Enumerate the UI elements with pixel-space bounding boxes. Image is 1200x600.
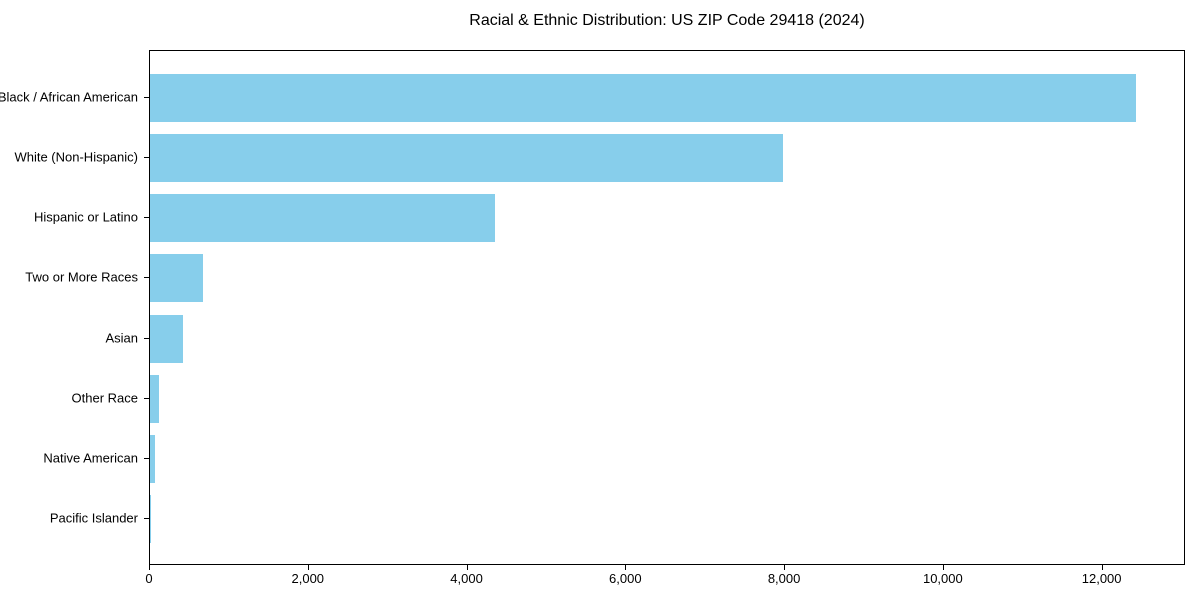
x-tick-label: 6,000 <box>609 571 642 586</box>
bar-white-non-hispanic <box>150 134 784 183</box>
y-tick-label: Asian <box>105 330 138 345</box>
y-tick-label: Native American <box>43 450 138 466</box>
bar-two-or-more-races <box>150 254 204 303</box>
bar-other-race <box>150 374 159 423</box>
y-tick-mark <box>144 217 149 219</box>
x-tick-label: 0 <box>145 571 153 586</box>
x-tick-mark <box>784 565 786 570</box>
x-tick-mark <box>466 565 468 570</box>
bar-pacific-islander <box>150 494 151 543</box>
x-tick-label: 2,000 <box>291 571 325 586</box>
y-tick-label: White (Non-Hispanic) <box>14 149 138 165</box>
chart-title: Racial & Ethnic Distribution: US ZIP Cod… <box>469 12 865 29</box>
x-tick-label: 4,000 <box>450 571 483 586</box>
x-tick-mark <box>1101 565 1103 570</box>
bar-hispanic-or-latino <box>150 194 495 243</box>
y-tick-mark <box>144 397 149 399</box>
y-tick-label: Pacific Islander <box>49 510 138 526</box>
x-tick-label: 10,000 <box>922 571 963 586</box>
y-tick-mark <box>144 97 149 99</box>
y-tick-mark <box>144 277 149 279</box>
y-axis-labels: Black / African American White (Non-Hispa… <box>0 50 141 565</box>
y-tick-mark <box>144 517 149 519</box>
bar-asian <box>150 314 183 363</box>
y-tick-label: Two or More Races <box>25 269 138 285</box>
bar-native-american <box>150 434 155 483</box>
y-tick-label: Other Race <box>71 390 138 406</box>
x-tick-mark <box>307 565 309 570</box>
x-tick-label: 8,000 <box>767 571 801 586</box>
x-tick-mark <box>625 565 627 570</box>
y-tick-label: Hispanic or Latino <box>33 209 138 225</box>
y-tick-label: Black / African American <box>0 89 138 105</box>
plot-area <box>149 50 1185 565</box>
y-tick-mark <box>144 337 149 339</box>
x-tick-mark <box>149 565 150 570</box>
x-tick-label: 12,000 <box>1081 571 1122 586</box>
y-tick-mark <box>144 457 149 459</box>
y-tick-mark <box>144 157 149 159</box>
bar-black-african-american <box>150 74 1136 123</box>
x-tick-mark <box>942 565 944 570</box>
